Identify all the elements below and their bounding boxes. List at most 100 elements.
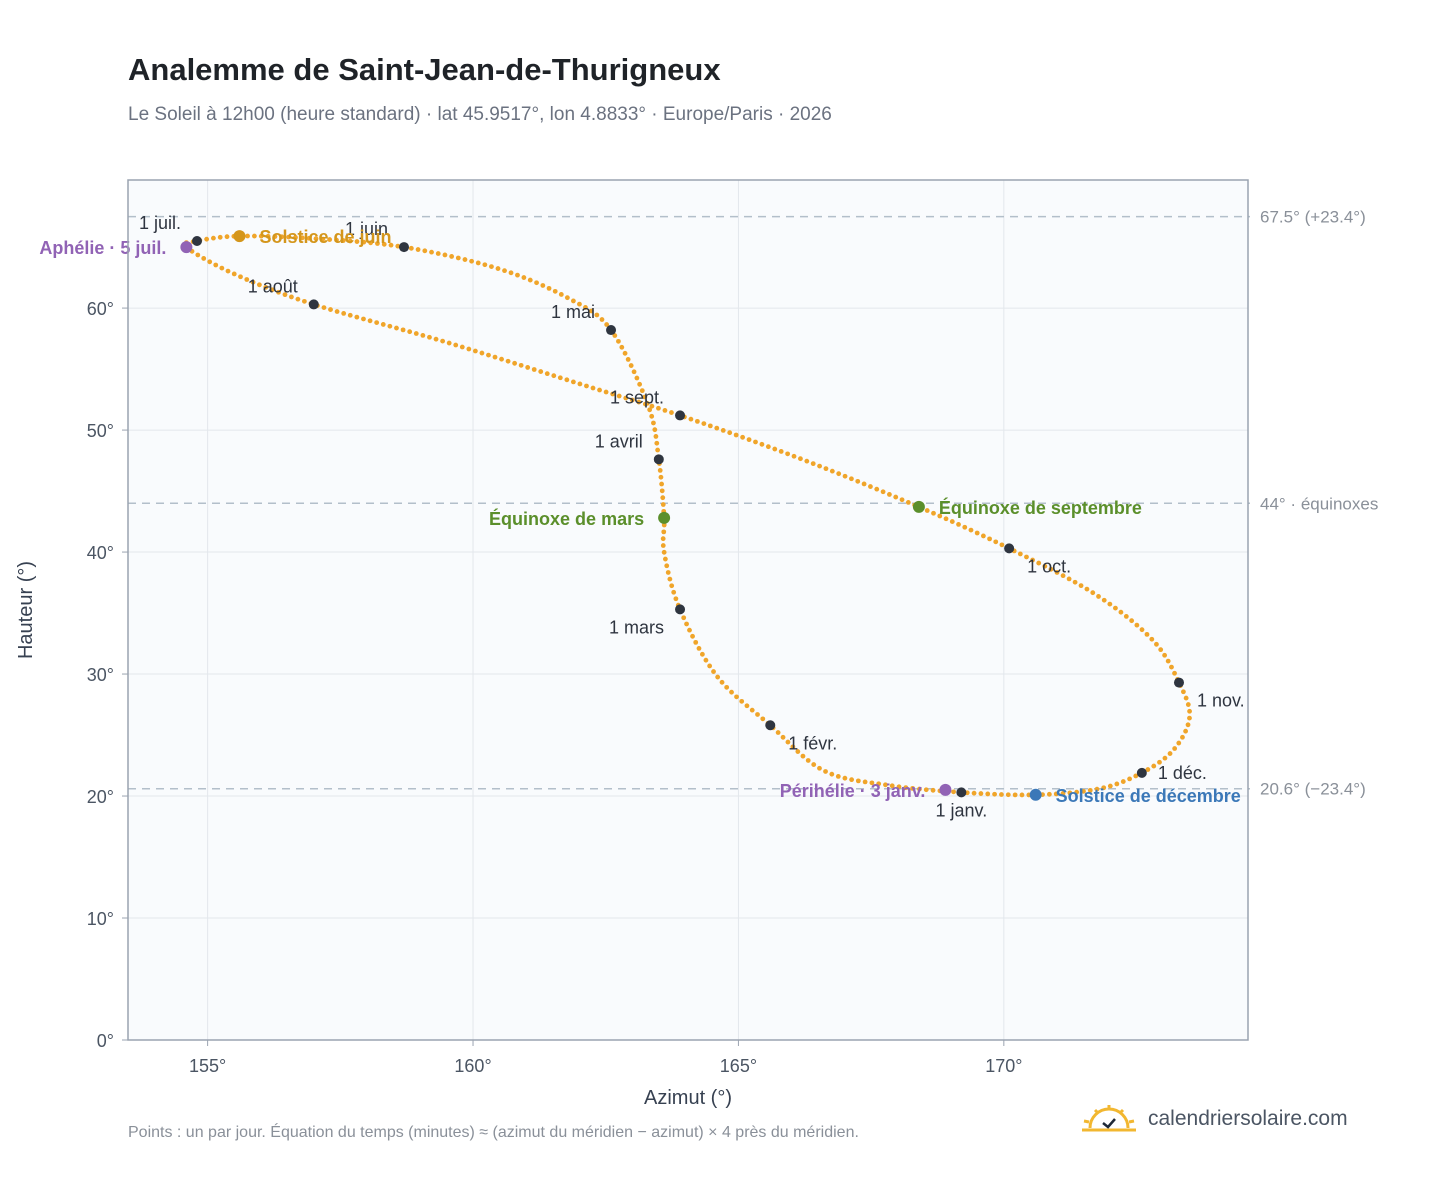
day-point bbox=[971, 790, 977, 796]
event-marker bbox=[912, 500, 925, 513]
day-point bbox=[943, 516, 949, 522]
day-point bbox=[462, 257, 468, 262]
day-point bbox=[387, 323, 393, 329]
day-point bbox=[817, 463, 822, 469]
day-point bbox=[622, 350, 628, 356]
day-point bbox=[651, 420, 656, 426]
day-point bbox=[407, 329, 413, 335]
day-point bbox=[328, 307, 333, 312]
reference-line-label: 20.6° (−23.4°) bbox=[1260, 780, 1366, 799]
day-point bbox=[558, 292, 564, 297]
day-point bbox=[1046, 791, 1052, 797]
day-point bbox=[427, 334, 432, 340]
day-point bbox=[753, 439, 758, 445]
day-point bbox=[729, 689, 734, 695]
day-point bbox=[225, 268, 231, 274]
day-point bbox=[527, 277, 533, 283]
day-point bbox=[855, 778, 861, 784]
day-point bbox=[1067, 790, 1073, 796]
day-point bbox=[327, 237, 333, 242]
brand[interactable]: calendriersolaire.com bbox=[1082, 1104, 1348, 1134]
day-point bbox=[604, 322, 610, 327]
brand-name: calendriersolaire.com bbox=[1148, 1107, 1348, 1130]
day-point bbox=[1176, 740, 1182, 746]
day-point bbox=[811, 762, 817, 767]
day-point bbox=[442, 252, 448, 258]
day-point bbox=[956, 521, 961, 527]
day-point bbox=[320, 236, 326, 242]
day-point bbox=[631, 369, 637, 375]
day-point bbox=[479, 350, 485, 356]
day-point bbox=[883, 782, 888, 788]
day-point bbox=[583, 305, 588, 310]
day-point bbox=[660, 495, 666, 501]
day-point bbox=[1113, 605, 1118, 611]
day-point bbox=[987, 536, 992, 542]
day-point bbox=[453, 342, 459, 348]
day-point bbox=[435, 251, 441, 256]
day-point bbox=[661, 522, 667, 528]
day-point bbox=[279, 234, 285, 240]
day-point bbox=[286, 234, 292, 240]
day-point bbox=[272, 234, 278, 239]
day-point bbox=[999, 792, 1004, 797]
day-point bbox=[1133, 773, 1139, 779]
y-tick-label: 50° bbox=[87, 421, 114, 441]
day-point bbox=[1019, 792, 1025, 798]
event-marker bbox=[1029, 788, 1042, 801]
day-point bbox=[400, 327, 406, 333]
month-marker bbox=[192, 235, 203, 246]
y-tick-label: 60° bbox=[87, 299, 114, 319]
day-point bbox=[690, 633, 695, 639]
day-point bbox=[415, 247, 421, 252]
day-point bbox=[985, 791, 991, 797]
day-point bbox=[714, 425, 720, 431]
day-point bbox=[868, 484, 873, 489]
day-point bbox=[755, 712, 760, 717]
day-point bbox=[653, 434, 659, 439]
day-point bbox=[862, 779, 868, 785]
event-marker bbox=[180, 241, 193, 254]
day-point bbox=[282, 292, 288, 298]
day-point bbox=[195, 252, 201, 258]
day-point bbox=[629, 397, 635, 403]
month-label: 1 nov. bbox=[1197, 691, 1245, 711]
day-point bbox=[659, 481, 665, 487]
day-point bbox=[334, 309, 340, 314]
day-point bbox=[798, 456, 803, 462]
x-tick-label: 170° bbox=[985, 1056, 1022, 1076]
day-point bbox=[707, 423, 713, 429]
day-point bbox=[1053, 791, 1059, 797]
day-point bbox=[499, 356, 504, 362]
day-point bbox=[599, 317, 605, 322]
day-point bbox=[861, 481, 867, 487]
day-point bbox=[681, 615, 687, 621]
day-point bbox=[570, 298, 576, 304]
day-point bbox=[905, 500, 911, 505]
day-point bbox=[224, 234, 230, 240]
day-point bbox=[245, 233, 250, 239]
day-point bbox=[791, 453, 797, 459]
event-label: Aphélie · 5 juil. bbox=[39, 238, 166, 258]
day-point bbox=[749, 707, 755, 713]
x-axis-label: Azimut (°) bbox=[644, 1087, 732, 1109]
month-label: 1 juin bbox=[345, 219, 388, 239]
month-marker bbox=[956, 787, 967, 798]
day-point bbox=[1185, 722, 1191, 728]
day-point bbox=[924, 508, 930, 513]
day-point bbox=[734, 694, 739, 700]
day-point bbox=[1162, 755, 1168, 761]
day-point bbox=[634, 375, 640, 381]
day-point bbox=[759, 441, 765, 447]
day-point bbox=[1090, 590, 1096, 596]
day-point bbox=[855, 478, 861, 484]
day-point bbox=[570, 379, 576, 385]
day-point bbox=[508, 270, 514, 276]
month-marker bbox=[765, 720, 776, 731]
day-point bbox=[785, 739, 791, 745]
day-point bbox=[1036, 560, 1042, 566]
month-markers: 1 janv. 1 févr. 1 mars 1 avril 1 mai 1 juin 1 … bbox=[139, 213, 1245, 820]
day-point bbox=[557, 375, 563, 381]
day-point bbox=[968, 527, 974, 533]
day-point bbox=[1158, 647, 1164, 653]
